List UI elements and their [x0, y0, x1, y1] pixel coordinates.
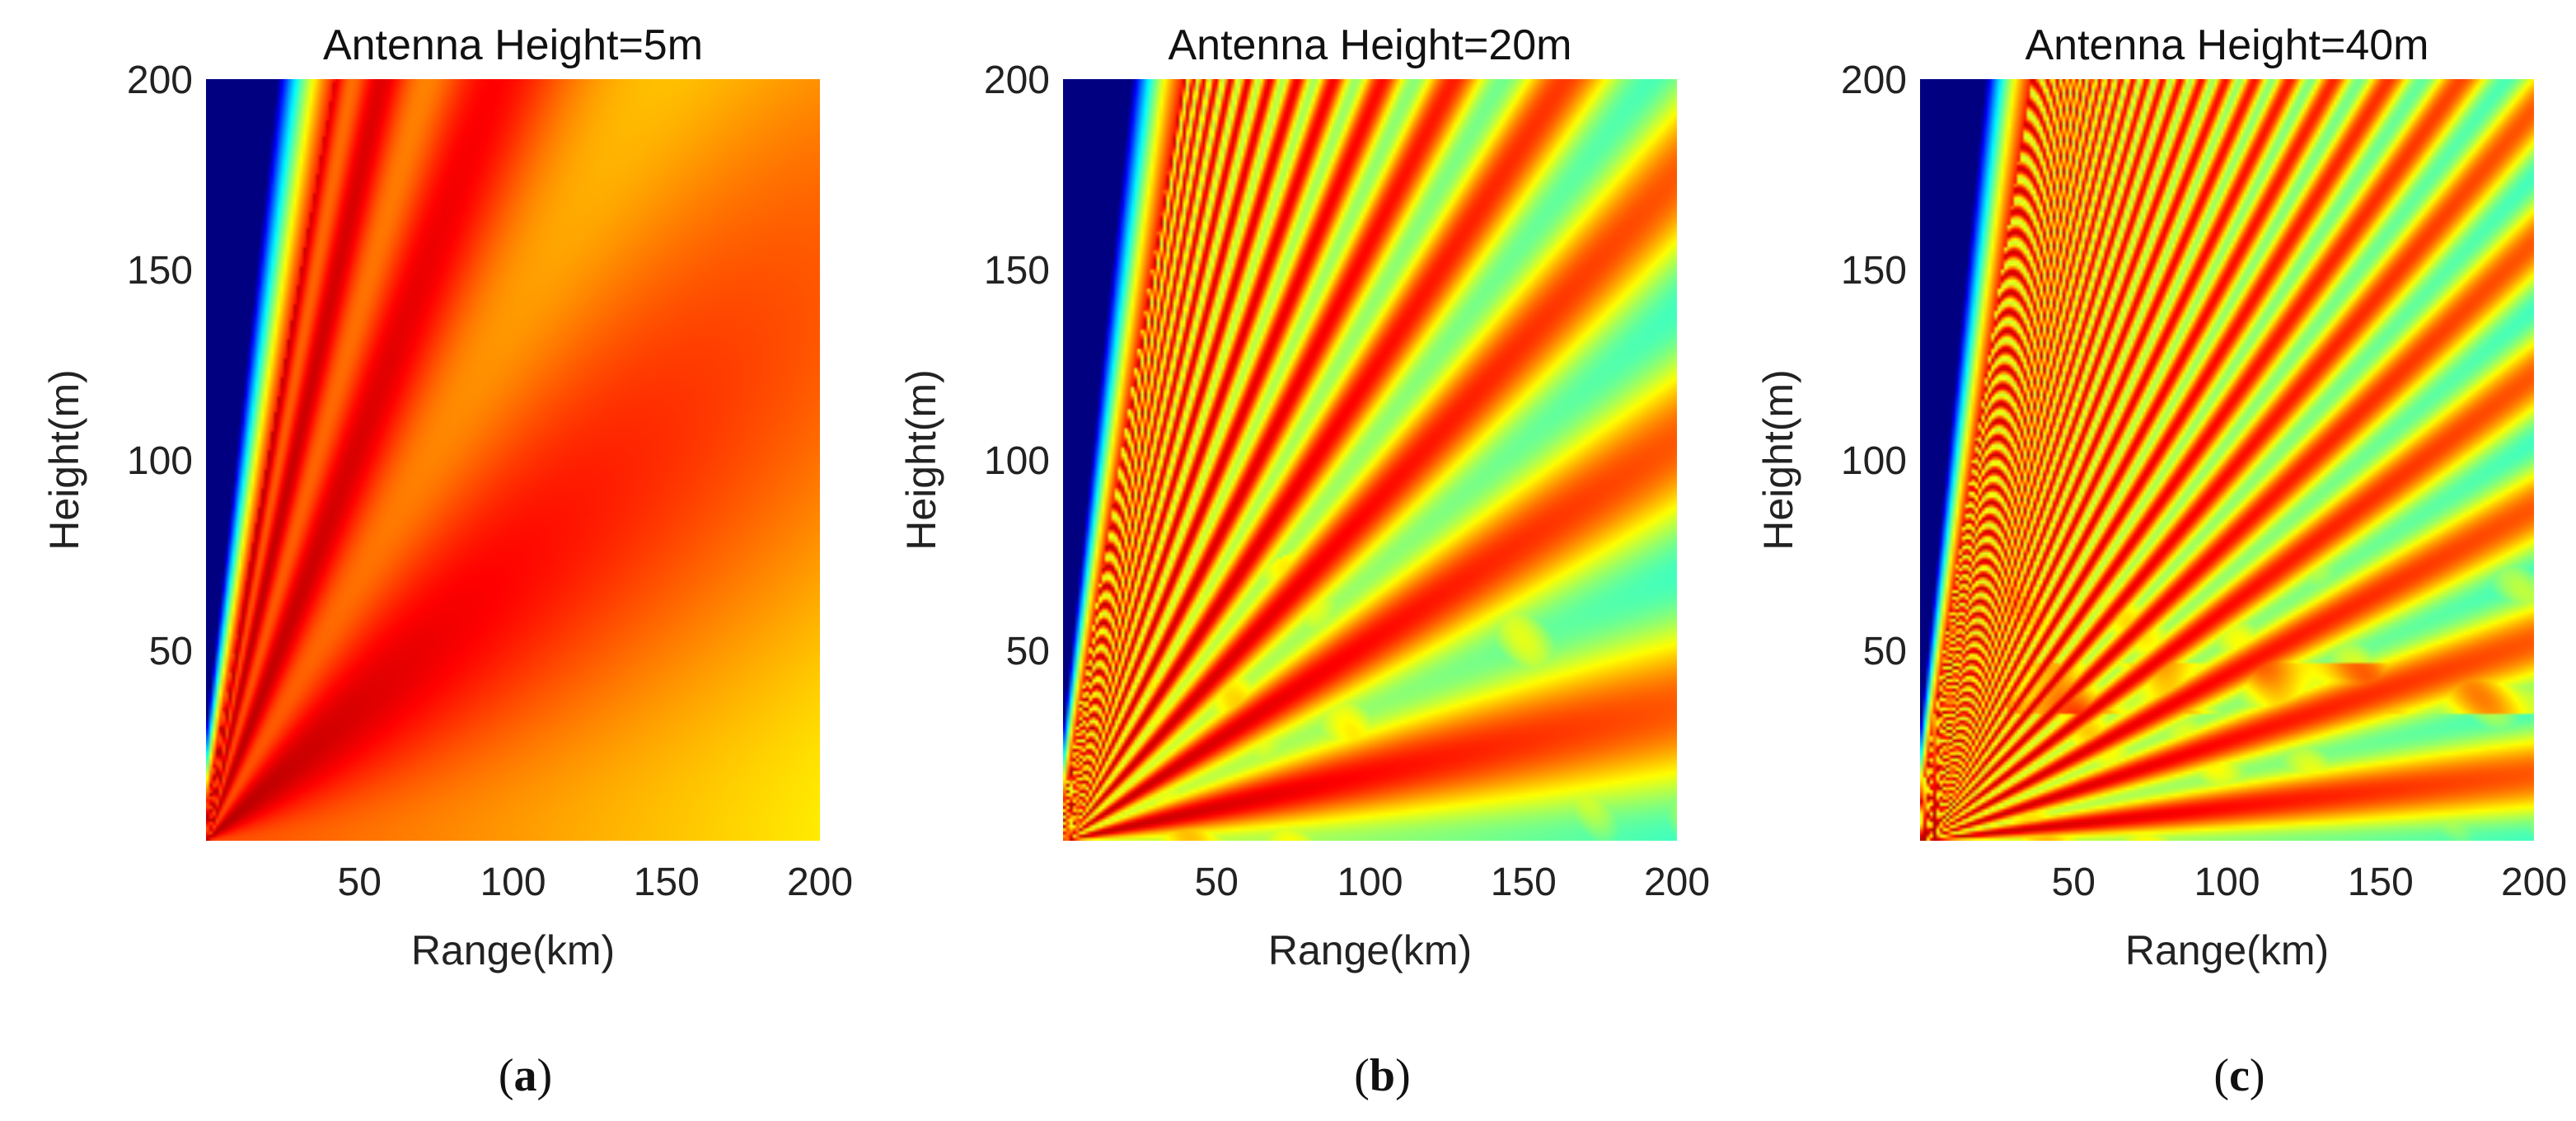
y-tick-label: 200 [1841, 59, 1907, 102]
y-tick-label: 200 [127, 59, 193, 102]
chart-title-c: Antenna Height=40m [2025, 21, 2428, 69]
x-tick-label: 50 [2052, 861, 2096, 904]
x-tick-label: 100 [2194, 861, 2260, 904]
chart-title-b: Antenna Height=20m [1168, 21, 1571, 69]
x-axis-label-a: Range(km) [411, 927, 615, 973]
x-tick-label: 200 [2501, 861, 2567, 904]
x-tick-label: 200 [787, 861, 853, 904]
x-tick-label: 200 [1644, 861, 1710, 904]
x-tick-label: 150 [1491, 861, 1557, 904]
y-tick-label: 200 [984, 59, 1050, 102]
heatmap-image-a [206, 79, 820, 841]
y-tick-label: 50 [1863, 630, 1907, 673]
y-tick-label: 100 [1841, 439, 1907, 483]
y-tick-label: 150 [127, 249, 193, 293]
x-tick-label: 100 [1337, 861, 1403, 904]
panel-label-c: (c) [2213, 1050, 2265, 1101]
chart-title-a: Antenna Height=5m [323, 21, 703, 69]
y-axis-label-c: Height(m) [1755, 369, 1801, 550]
heatmap-image-b [1063, 79, 1677, 841]
y-tick-label: 50 [1006, 630, 1050, 673]
y-tick-label: 150 [984, 249, 1050, 293]
x-tick-label: 100 [480, 861, 546, 904]
x-tick-label: 150 [634, 861, 700, 904]
heatmap-image-c [1920, 79, 2534, 841]
x-tick-label: 50 [338, 861, 382, 904]
y-axis-label-a: Height(m) [41, 369, 87, 550]
panel-label-a: (a) [499, 1050, 552, 1101]
x-tick-label: 50 [1195, 861, 1239, 904]
y-tick-label: 100 [127, 439, 193, 483]
y-tick-label: 50 [149, 630, 193, 673]
y-axis-label-b: Height(m) [898, 369, 944, 550]
y-tick-label: 100 [984, 439, 1050, 483]
x-axis-label-b: Range(km) [1268, 927, 1472, 973]
y-tick-label: 150 [1841, 249, 1907, 293]
x-tick-label: 150 [2348, 861, 2414, 904]
x-axis-label-c: Range(km) [2125, 927, 2329, 973]
panel-label-b: (b) [1354, 1050, 1410, 1101]
